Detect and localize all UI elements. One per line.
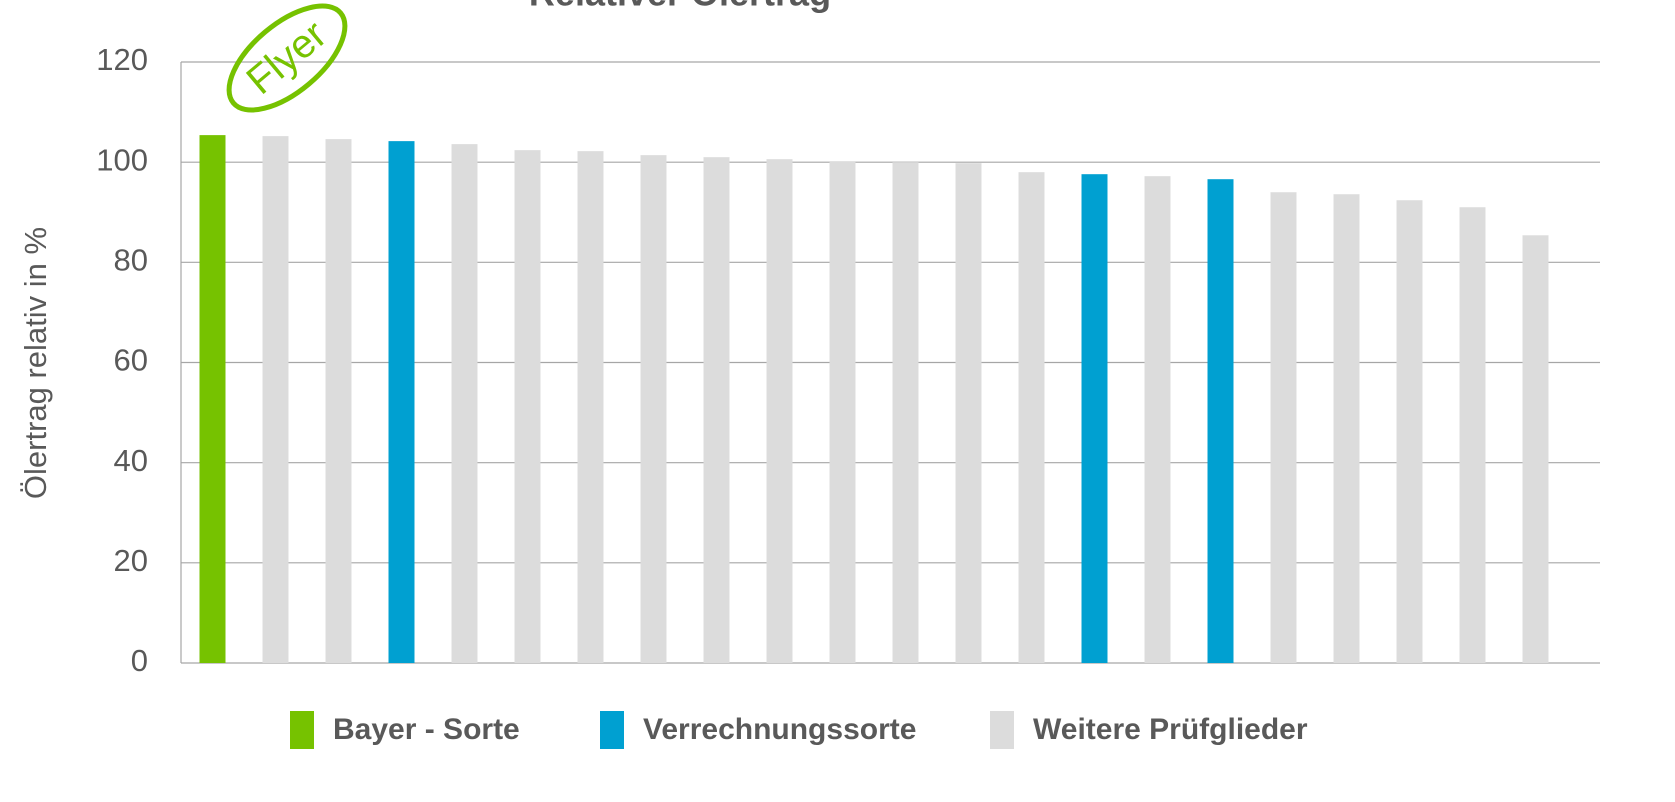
bar <box>262 136 289 663</box>
bar <box>199 135 226 663</box>
bar <box>829 161 856 664</box>
bar <box>451 144 478 664</box>
bar <box>1207 179 1234 663</box>
legend-swatch <box>990 711 1014 749</box>
y-tick-label: 80 <box>114 243 148 278</box>
y-tick-label: 60 <box>114 343 148 378</box>
bar <box>325 139 352 664</box>
legend-label: Bayer - Sorte <box>333 713 520 746</box>
bar <box>514 150 541 663</box>
bar <box>766 159 793 663</box>
bar <box>1018 172 1045 663</box>
bar <box>640 155 667 663</box>
bar <box>1459 207 1486 663</box>
bar <box>577 151 604 664</box>
bar <box>892 162 919 663</box>
bar <box>703 157 730 664</box>
chart-title: Relativer Ölertrag <box>529 0 831 14</box>
bar <box>1522 235 1549 663</box>
legend-label: Weitere Prüfglieder <box>1033 713 1308 746</box>
bar <box>388 141 415 664</box>
y-tick-label: 120 <box>96 42 148 77</box>
annotation-text: Flyer <box>239 12 335 103</box>
legend-swatch <box>600 711 624 749</box>
bar <box>955 163 982 663</box>
y-tick-label: 20 <box>114 543 148 578</box>
bar <box>1144 176 1171 663</box>
bar <box>1333 194 1360 663</box>
annotation: Flyer <box>226 3 348 113</box>
legend-swatch <box>290 711 314 749</box>
annotation-ellipse <box>226 3 348 113</box>
bar <box>1396 200 1423 664</box>
y-tick-label: 100 <box>96 142 148 177</box>
y-axis-label: Ölertrag relativ in % <box>18 227 53 499</box>
legend-label: Verrechnungssorte <box>643 713 916 746</box>
bar <box>1270 192 1297 663</box>
bar <box>1081 174 1108 664</box>
y-tick-label: 40 <box>114 443 148 478</box>
y-tick-label: 0 <box>131 643 148 678</box>
